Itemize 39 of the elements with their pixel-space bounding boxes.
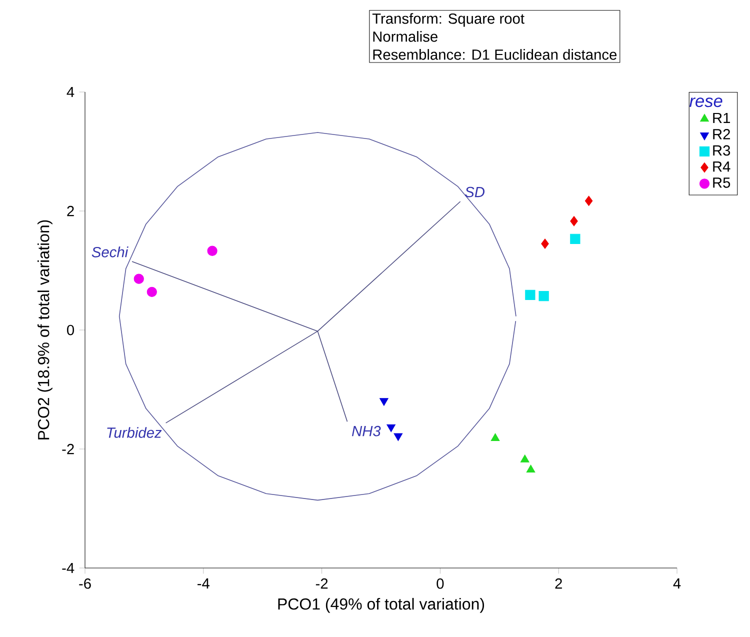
legend-label: R1 — [713, 112, 730, 124]
point — [134, 274, 144, 284]
annotation: Sechi — [92, 246, 128, 258]
x-tick-label: -2 — [316, 578, 328, 589]
y-tick-label: 4 — [66, 86, 74, 98]
y-tick-label: -4 — [62, 562, 74, 574]
point — [570, 216, 578, 226]
legend-label: R3 — [713, 145, 730, 156]
line-series — [132, 201, 461, 424]
annotation: NH3 — [352, 426, 381, 436]
point — [207, 246, 218, 256]
text: Normalise — [373, 31, 438, 42]
x-axis-title: PCO1 (49% of total variation) — [278, 598, 484, 613]
point — [541, 238, 549, 249]
x-tick-label: -4 — [198, 578, 210, 588]
y-tick-label: 0 — [67, 324, 74, 336]
y-axis-title: PCO2 (18.9% of total variation) — [38, 220, 52, 440]
point — [526, 464, 536, 472]
legend-label: R4 — [713, 162, 730, 172]
point — [584, 196, 593, 206]
annotation: SD — [465, 186, 484, 198]
point — [520, 454, 530, 462]
x-tick-label: 4 — [673, 578, 681, 588]
point — [538, 291, 549, 302]
x-tick-label: 2 — [555, 578, 562, 589]
x-tick-label: 0 — [436, 578, 444, 589]
annotation: Turbidez — [107, 427, 162, 438]
y-tick-label: 2 — [67, 206, 74, 216]
legend-label: R5 — [713, 178, 730, 188]
text: Resemblance: D1 Euclidean distance — [373, 49, 617, 60]
legend-title: rese — [689, 98, 722, 108]
point — [525, 290, 536, 300]
x-tick-label: -6 — [79, 578, 91, 589]
point — [490, 433, 500, 441]
legend-label: R2 — [713, 129, 730, 140]
point — [146, 286, 157, 297]
text: Transform: Square root — [372, 13, 524, 27]
y-tick-label: -2 — [62, 444, 74, 454]
point — [570, 234, 580, 244]
